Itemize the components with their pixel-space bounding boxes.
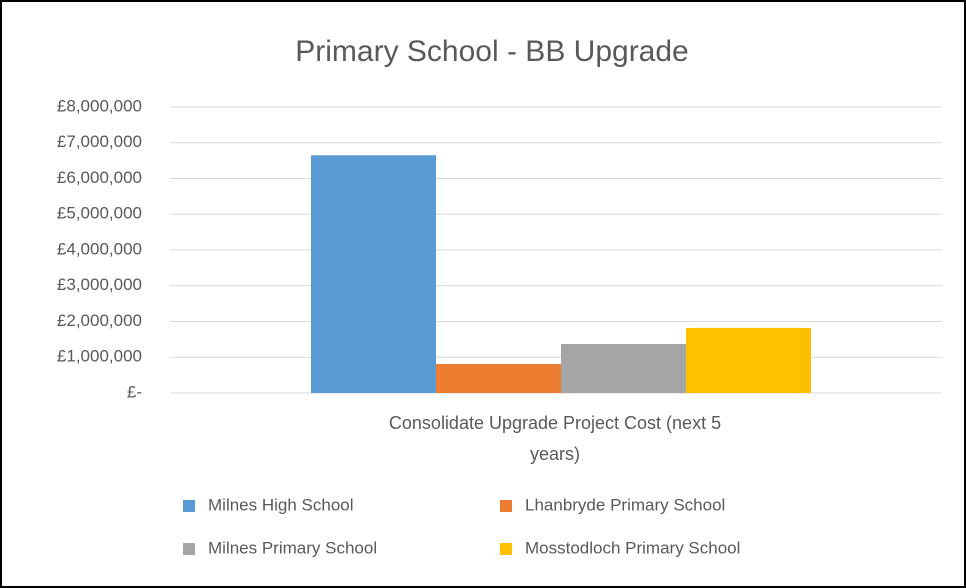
legend-label: Mosstodloch Primary School [525,538,740,557]
legend-swatch [183,500,195,512]
y-tick-label: £7,000,000 [57,132,142,151]
y-tick-label: £2,000,000 [57,311,142,330]
y-tick-label: £1,000,000 [57,347,142,366]
y-tick-label: £6,000,000 [57,168,142,187]
bar [311,155,436,393]
chart-title: Primary School - BB Upgrade [295,35,689,68]
legend-swatch [183,543,195,555]
legend-swatch [500,500,512,512]
legend-label: Lhanbryde Primary School [525,495,725,514]
legend-label: Milnes Primary School [208,538,377,557]
y-tick-label: £4,000,000 [57,239,142,258]
y-tick-label: £3,000,000 [57,275,142,294]
y-tick-label: £- [127,382,142,401]
y-tick-label: £8,000,000 [57,96,142,115]
y-tick-label: £5,000,000 [57,204,142,223]
bar [561,344,686,393]
bar [686,327,811,393]
legend-swatch [500,543,512,555]
bar [436,364,561,393]
legend-label: Milnes High School [208,495,354,514]
x-category-label: Consolidate Upgrade Project Cost (next 5… [388,413,722,464]
